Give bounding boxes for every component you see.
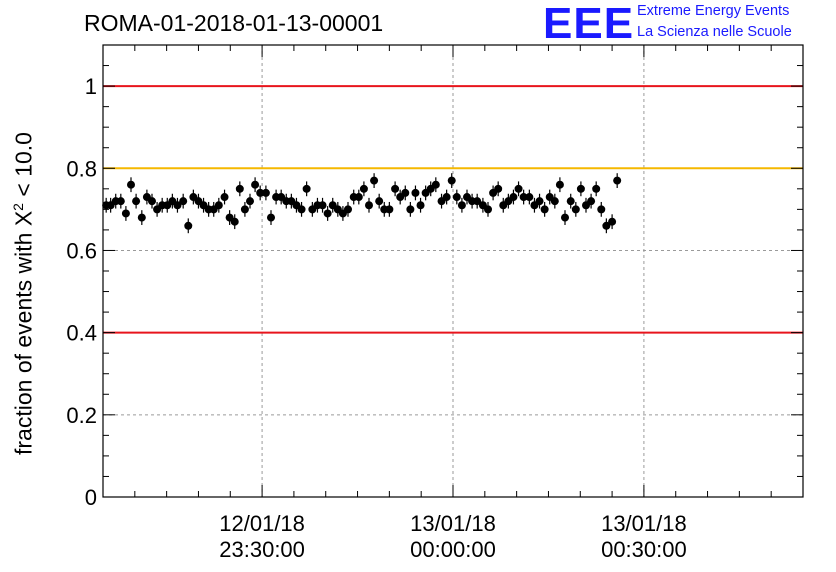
data-point xyxy=(318,201,327,210)
data-point xyxy=(375,197,384,206)
y-tick-label: 1 xyxy=(85,74,97,99)
data-point xyxy=(220,193,229,202)
data-point xyxy=(359,184,368,193)
data-point xyxy=(148,197,156,206)
page-title: ROMA-01-2018-01-13-00001 xyxy=(84,10,384,36)
data-point xyxy=(256,188,265,197)
data-point xyxy=(184,221,193,230)
y-tick-label: 0.2 xyxy=(66,403,97,428)
data-point xyxy=(431,180,440,189)
data-point xyxy=(608,217,617,226)
data-point xyxy=(173,201,182,210)
data-point xyxy=(576,184,585,193)
data-point xyxy=(240,205,249,214)
y-tick-label: 0 xyxy=(85,485,97,510)
data-point xyxy=(235,184,244,193)
data-point xyxy=(540,205,549,214)
x-tick-label-date: 13/01/18 xyxy=(410,511,496,536)
x-tick-label-time: 23:30:00 xyxy=(219,537,305,562)
data-point xyxy=(251,180,260,189)
data-point xyxy=(116,197,125,206)
data-point xyxy=(457,201,466,210)
data-point xyxy=(401,188,410,197)
data-point xyxy=(613,176,622,185)
data-point xyxy=(561,213,569,222)
data-point xyxy=(365,201,373,210)
data-point xyxy=(592,184,601,193)
data-point xyxy=(447,176,456,185)
y-tick-label: 0.6 xyxy=(66,238,97,263)
data-point xyxy=(555,180,564,189)
data-point xyxy=(261,188,270,197)
data-point xyxy=(137,213,146,222)
data-point xyxy=(246,197,254,206)
data-point xyxy=(179,197,188,206)
x-tick-label-date: 12/01/18 xyxy=(219,511,305,536)
data-point xyxy=(597,205,606,214)
data-point xyxy=(452,193,461,202)
data-point xyxy=(484,205,492,214)
data-point xyxy=(230,217,239,226)
data-point xyxy=(519,193,528,202)
data-point xyxy=(411,188,420,197)
y-tick-label: 0.8 xyxy=(66,156,97,181)
data-point xyxy=(370,176,379,185)
data-point xyxy=(121,209,130,218)
data-point xyxy=(473,197,482,206)
data-point xyxy=(344,205,352,214)
data-point xyxy=(297,205,306,214)
data-point xyxy=(550,197,559,206)
data-point xyxy=(214,201,223,210)
data-point xyxy=(571,205,580,214)
x-tick-label-time: 00:30:00 xyxy=(601,537,687,562)
data-point xyxy=(509,193,518,202)
data-point xyxy=(354,193,363,202)
data-point xyxy=(416,201,425,210)
data-point xyxy=(442,193,451,202)
data-point xyxy=(132,197,141,206)
data-point xyxy=(127,180,135,189)
data-point xyxy=(535,197,544,206)
data-point xyxy=(566,197,575,206)
logo-subtitle-line2: La Scienza nelle Scuole xyxy=(637,24,792,40)
x-tick-label-date: 13/01/18 xyxy=(601,511,687,536)
data-point xyxy=(602,221,611,230)
data-point xyxy=(391,184,400,193)
data-point xyxy=(587,197,596,206)
x-tick-label-time: 00:00:00 xyxy=(410,537,496,562)
data-point xyxy=(302,184,311,193)
data-point xyxy=(494,184,503,193)
y-tick-label: 0.4 xyxy=(66,321,97,346)
data-point xyxy=(525,193,534,202)
data-point xyxy=(385,205,394,214)
data-point xyxy=(323,209,332,218)
eee-logo: EEE xyxy=(543,0,635,48)
data-point xyxy=(267,213,275,222)
logo-subtitle-line1: Extreme Energy Events xyxy=(637,3,790,19)
data-point xyxy=(406,205,415,214)
data-point xyxy=(514,184,523,193)
